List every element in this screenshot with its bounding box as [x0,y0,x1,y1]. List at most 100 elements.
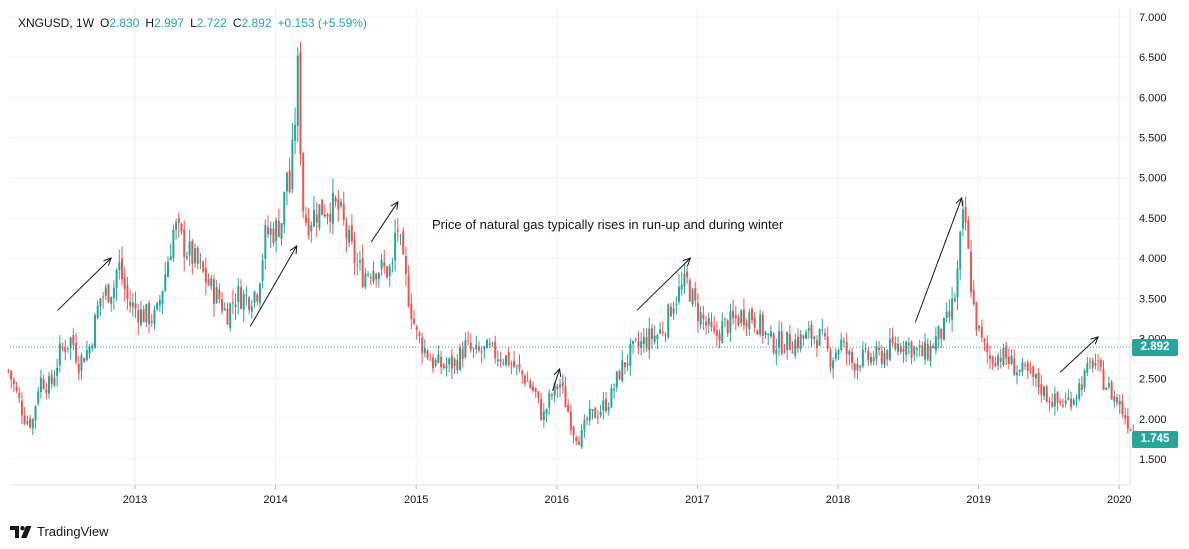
candle-body [924,341,927,360]
candle-body [112,287,115,298]
candle-body [399,235,402,237]
candle-body [199,260,202,262]
candle-body [759,314,762,335]
change-value: +0.153 (+5.59%) [277,16,367,30]
candle-body [740,310,743,323]
candle-body [123,277,126,290]
candle-body [1118,400,1121,405]
candle-body [748,312,751,330]
trend-arrow-line [914,197,963,323]
high-value: 2.997 [154,16,185,30]
candle-body [859,365,862,368]
candle-body [1061,405,1064,407]
candle-body [526,380,529,382]
y-tick-label: 6.500 [1139,52,1167,64]
candle-body [239,287,242,309]
candle-body [710,321,713,327]
trend-arrow-head [553,367,562,377]
candle-body [978,325,981,329]
candle-body [464,340,467,358]
candle-body [434,360,437,366]
tradingview-branding[interactable]: TradingView [10,524,109,539]
candle-body [813,336,816,340]
candle-body [31,419,34,429]
candle-body [767,333,770,335]
candle-body [253,291,256,303]
candle-body [107,284,110,303]
candle-body [1094,362,1097,366]
candle-body [650,328,653,340]
candle-body [461,348,464,359]
candle-body [1088,361,1091,363]
y-tick-label: 1.500 [1139,454,1167,466]
candle-body [288,170,291,193]
candle-body [121,258,124,280]
candle-body [48,376,51,394]
candle-body [683,273,686,287]
candle-body [358,260,361,263]
interval-label[interactable]: 1W [76,16,95,30]
candle-body [537,391,540,398]
candle-body [218,289,221,300]
low-label: L [190,16,197,30]
candle-body [856,363,859,371]
candle-body [256,294,259,302]
candle-body [518,363,521,369]
candle-body [77,363,80,373]
candle-body [975,302,978,331]
candle-body [504,355,507,365]
trend-arrow-head [390,200,399,210]
candle-body [991,357,994,364]
candle-body [134,302,137,309]
candle-body [902,349,905,352]
candle-body [521,370,524,375]
candle-body [997,355,1000,366]
candle-body [1051,402,1054,408]
close-value: 2.892 [241,16,272,30]
candle-body [137,309,140,323]
candle-body [337,199,340,210]
candle-body [742,309,745,326]
candle-body [980,326,983,338]
candle-body [745,322,748,327]
candle-body [734,314,737,319]
candle-body [242,293,245,310]
symbol-label[interactable]: XNGUSD [18,16,70,30]
candle-body [331,192,334,224]
trend-arrow-line [370,201,399,243]
candle-body [129,302,132,306]
candle-body [264,224,267,259]
y-tick-label: 5.000 [1139,173,1167,185]
candle-body [329,213,332,222]
trend-arrow-head [289,245,298,255]
candle-body [472,348,475,350]
candle-body [886,350,889,360]
candle-body [15,386,18,391]
candle-body [659,329,662,334]
candle-body [12,380,15,385]
candle-body [126,285,129,299]
candle-body [66,347,69,349]
candle-body [156,303,159,310]
candle-body [915,348,918,350]
candle-body [334,197,337,202]
candle-body [756,329,759,335]
candle-body [69,337,72,349]
candle-body [532,386,535,391]
candle-body [588,408,591,421]
candle-body [496,359,499,362]
candle-body [594,407,597,419]
brand-label: TradingView [37,524,109,539]
candle-body [851,351,854,363]
candle-body [180,223,183,232]
candle-body [312,209,315,227]
candle-body [469,342,472,350]
candle-body [210,277,213,287]
candle-body [299,52,302,155]
candle-body [388,266,391,276]
candle-body [296,55,299,126]
candle-body [591,409,594,412]
trend-arrow-line [249,245,298,327]
candle-body [380,259,383,270]
